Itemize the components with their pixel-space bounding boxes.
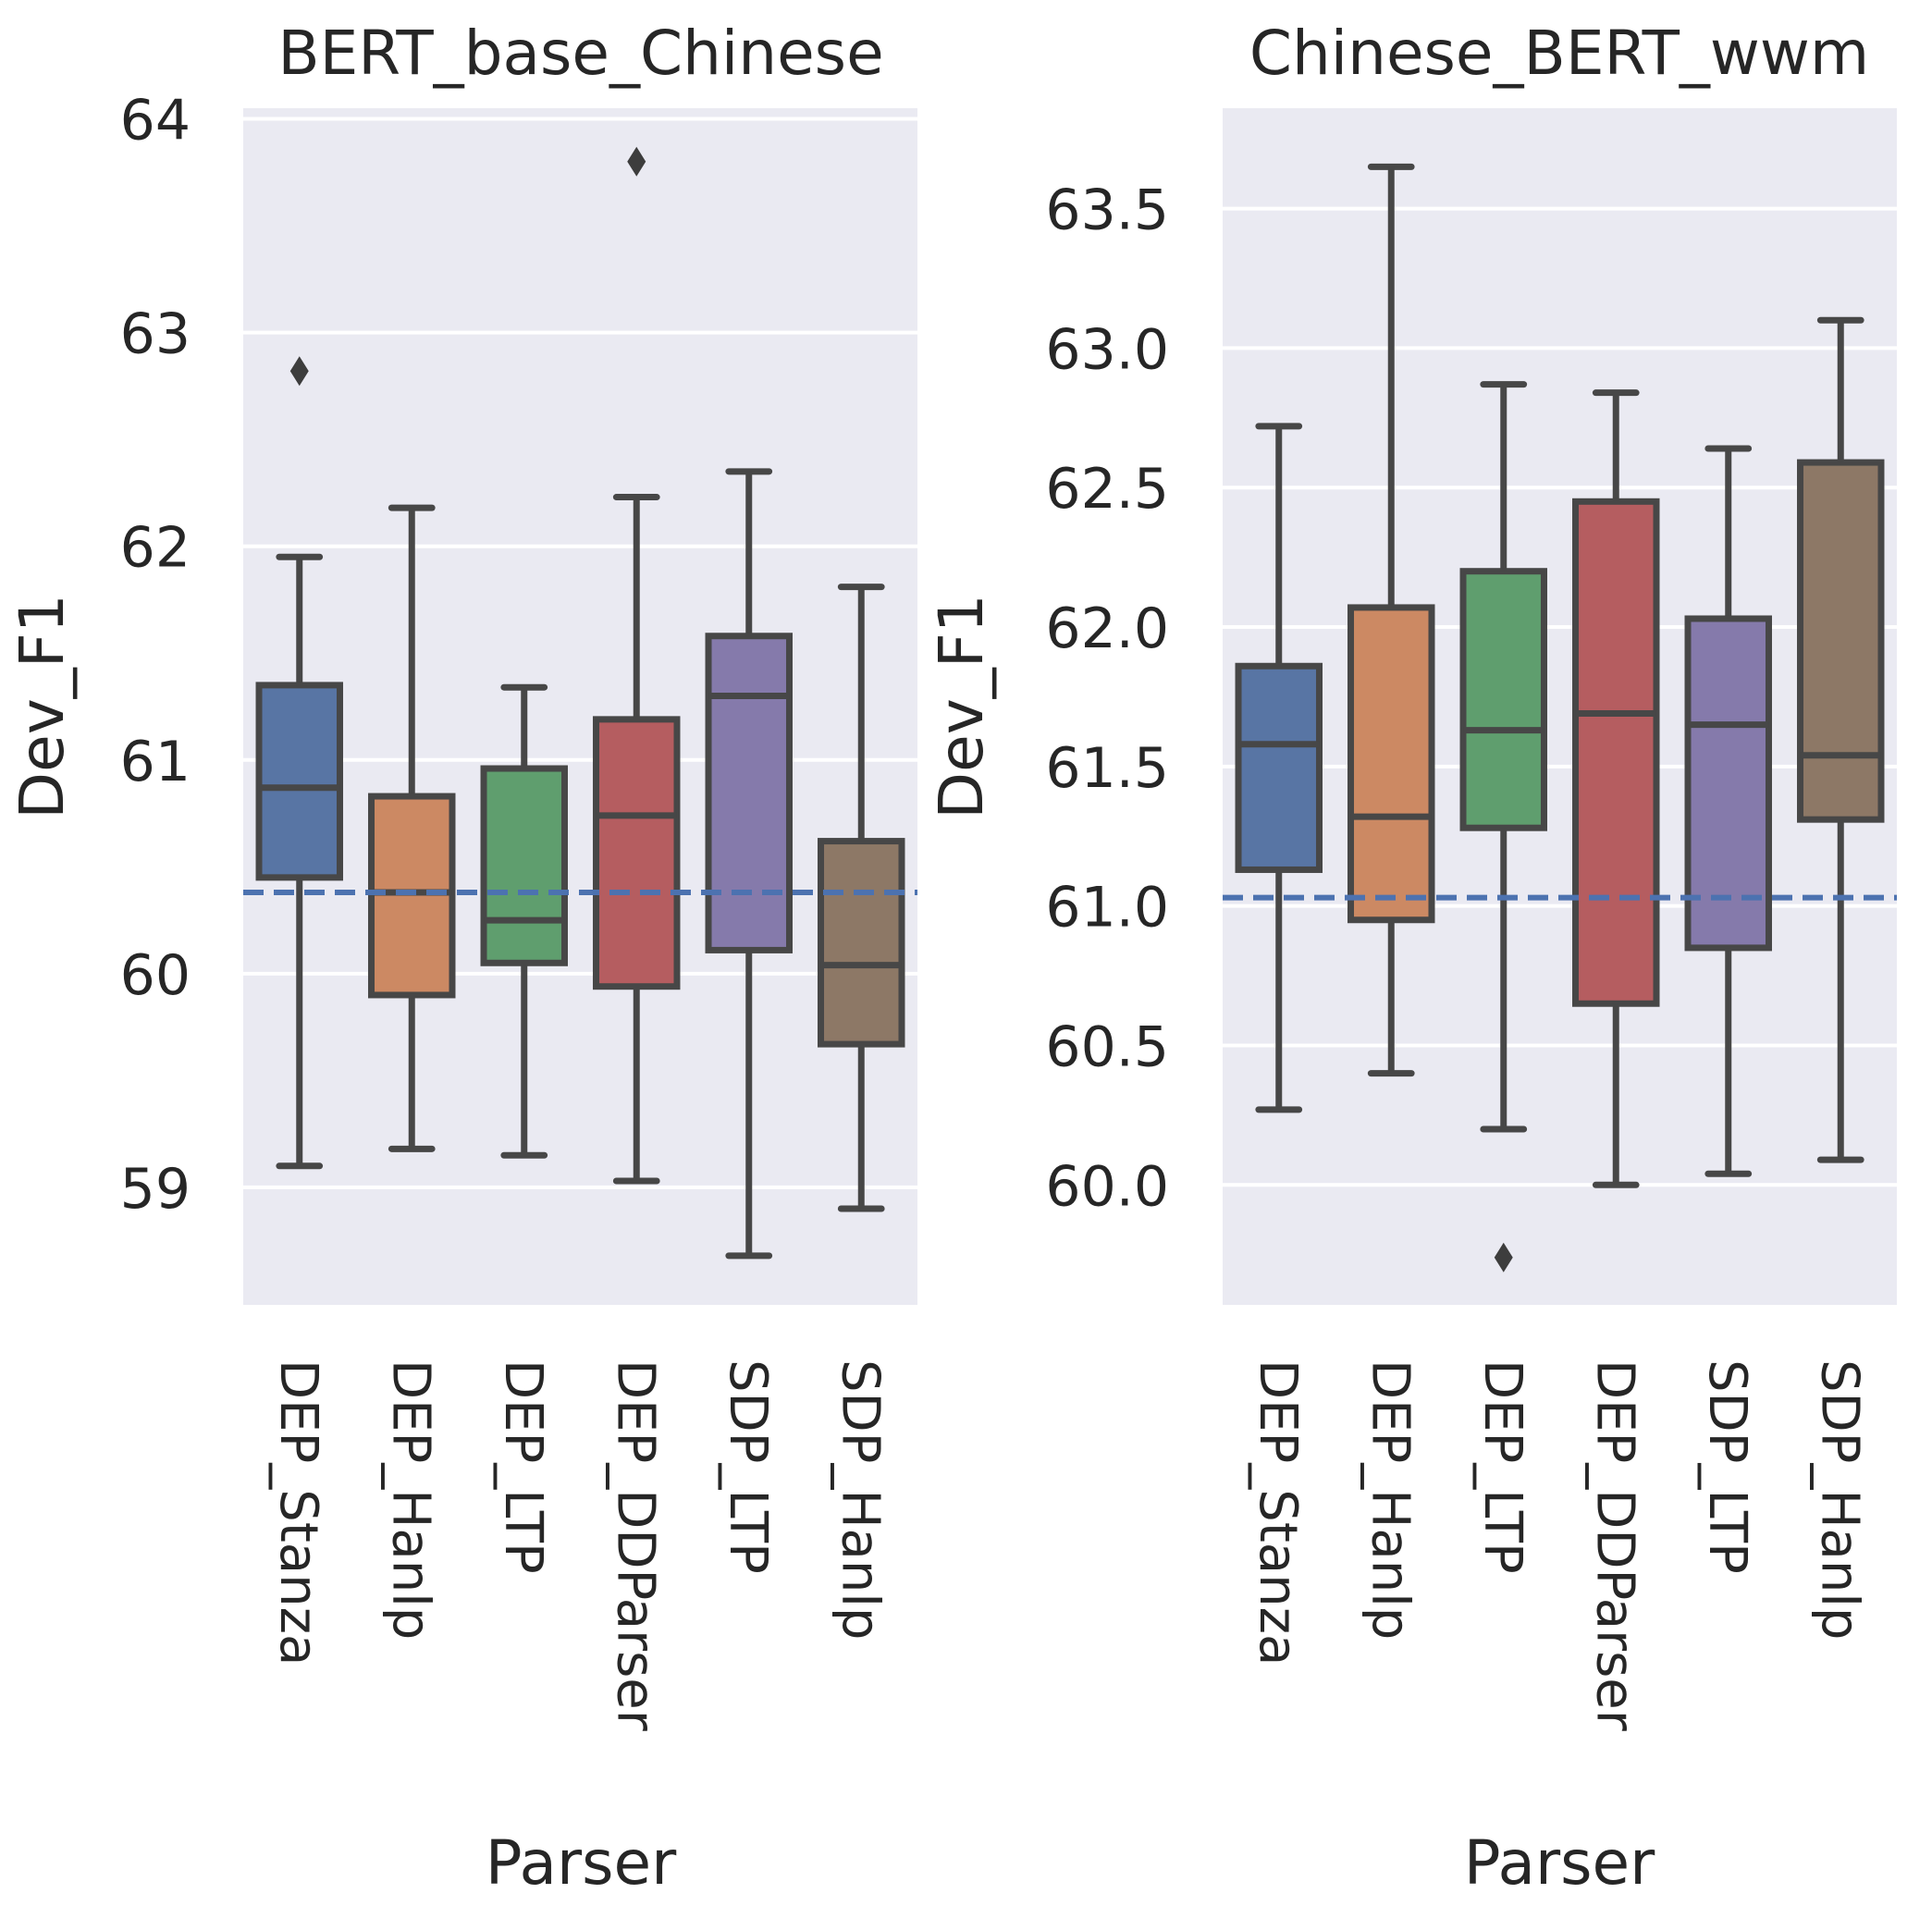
x-tick-label: DEP_LTP [1472,1359,1532,1574]
y-tick-label: 60.5 [1045,1014,1169,1079]
outlier-point [1494,1242,1513,1273]
box-dep-hanlp [1347,163,1435,1077]
y-gridlines [1223,206,1897,1187]
box-iqr [593,716,681,990]
x-tick-label: DEP_DDParser [1584,1359,1644,1732]
x-tick-labels: DEP_Stanza DEP_Hanlp DEP_LTP DEP_DDParser SD… [268,1359,891,1732]
plot-background [1223,108,1897,1305]
box-sdp-hanlp [1797,316,1885,1163]
plot-background [243,108,917,1305]
box-sdp-ltp [705,468,793,1260]
y-axis-label: Dev_F1 [926,594,997,818]
y-tick-label: 61 [120,730,191,794]
y-axis-label: Dev_F1 [6,594,78,818]
x-tick-label: DEP_Hanlp [1360,1359,1420,1640]
box-sdp-hanlp [818,584,905,1212]
box-iqr [1684,615,1772,952]
x-tick-label: DEP_Stanza [1248,1359,1308,1666]
x-tick-label: SDP_LTP [718,1359,778,1574]
box-dep-ltp [1459,381,1547,1273]
box-dep-ltp [480,683,568,1159]
y-gridlines [243,117,917,1189]
box-iqr [255,682,343,881]
outlier-point [289,356,309,387]
y-tick-label: 59 [120,1157,191,1222]
x-tick-label: SDP_Hanlp [830,1359,890,1640]
y-tick-label: 63.5 [1045,178,1169,243]
x-tick-label: DEP_LTP [493,1359,553,1574]
y-tick-labels: 59 60 61 62 63 64 [120,89,191,1222]
y-tick-label: 60 [120,943,191,1008]
boxes [1235,163,1885,1273]
y-tick-label: 61.5 [1045,736,1169,801]
x-axis-label: Parser [1464,1827,1655,1899]
chart-title: BERT_base_Chinese [277,18,883,89]
x-tick-label: DEP_Hanlp [380,1359,440,1640]
y-tick-labels: 60.0 60.5 61.0 61.5 62.0 62.5 63.0 63.5 [1045,178,1169,1220]
x-tick-label: DEP_Stanza [268,1359,328,1666]
y-tick-label: 62.5 [1045,457,1169,522]
chart-title: Chinese_BERT_wwm [1249,18,1869,89]
chart-panel-chinese-bert-wwm: 60.0 60.5 61.0 61.5 62.0 62.5 63.0 63.5 DEP_Sta… [926,18,1897,1899]
x-tick-labels: DEP_Stanza DEP_Hanlp DEP_LTP DEP_DDParser SD… [1248,1359,1870,1732]
y-tick-label: 62 [120,516,191,581]
box-iqr [1347,604,1435,924]
y-tick-label: 61.0 [1045,876,1169,941]
y-tick-label: 60.0 [1045,1154,1169,1219]
y-tick-label: 63.0 [1045,317,1169,382]
box-dep-stanza [1235,423,1323,1113]
x-tick-label: SDP_LTP [1697,1359,1757,1574]
box-dep-ddparser [1572,389,1660,1188]
x-tick-label: DEP_DDParser [605,1359,665,1732]
box-iqr [1235,662,1323,873]
x-tick-label: SDP_Hanlp [1809,1359,1869,1640]
y-tick-label: 64 [120,89,191,154]
outlier-point [627,146,646,177]
box-iqr [1797,459,1885,823]
box-iqr [818,838,905,1048]
x-axis-label: Parser [486,1827,677,1899]
box-dep-stanza [255,356,343,1170]
box-iqr [480,765,568,966]
boxes [255,146,905,1260]
box-iqr [705,633,793,953]
box-dep-hanlp [368,504,456,1152]
y-tick-label: 62.0 [1045,596,1169,661]
box-iqr [1572,498,1660,1007]
box-dep-ddparser [593,146,681,1185]
box-iqr [1459,568,1547,831]
y-tick-label: 63 [120,302,191,367]
box-sdp-ltp [1684,445,1772,1177]
